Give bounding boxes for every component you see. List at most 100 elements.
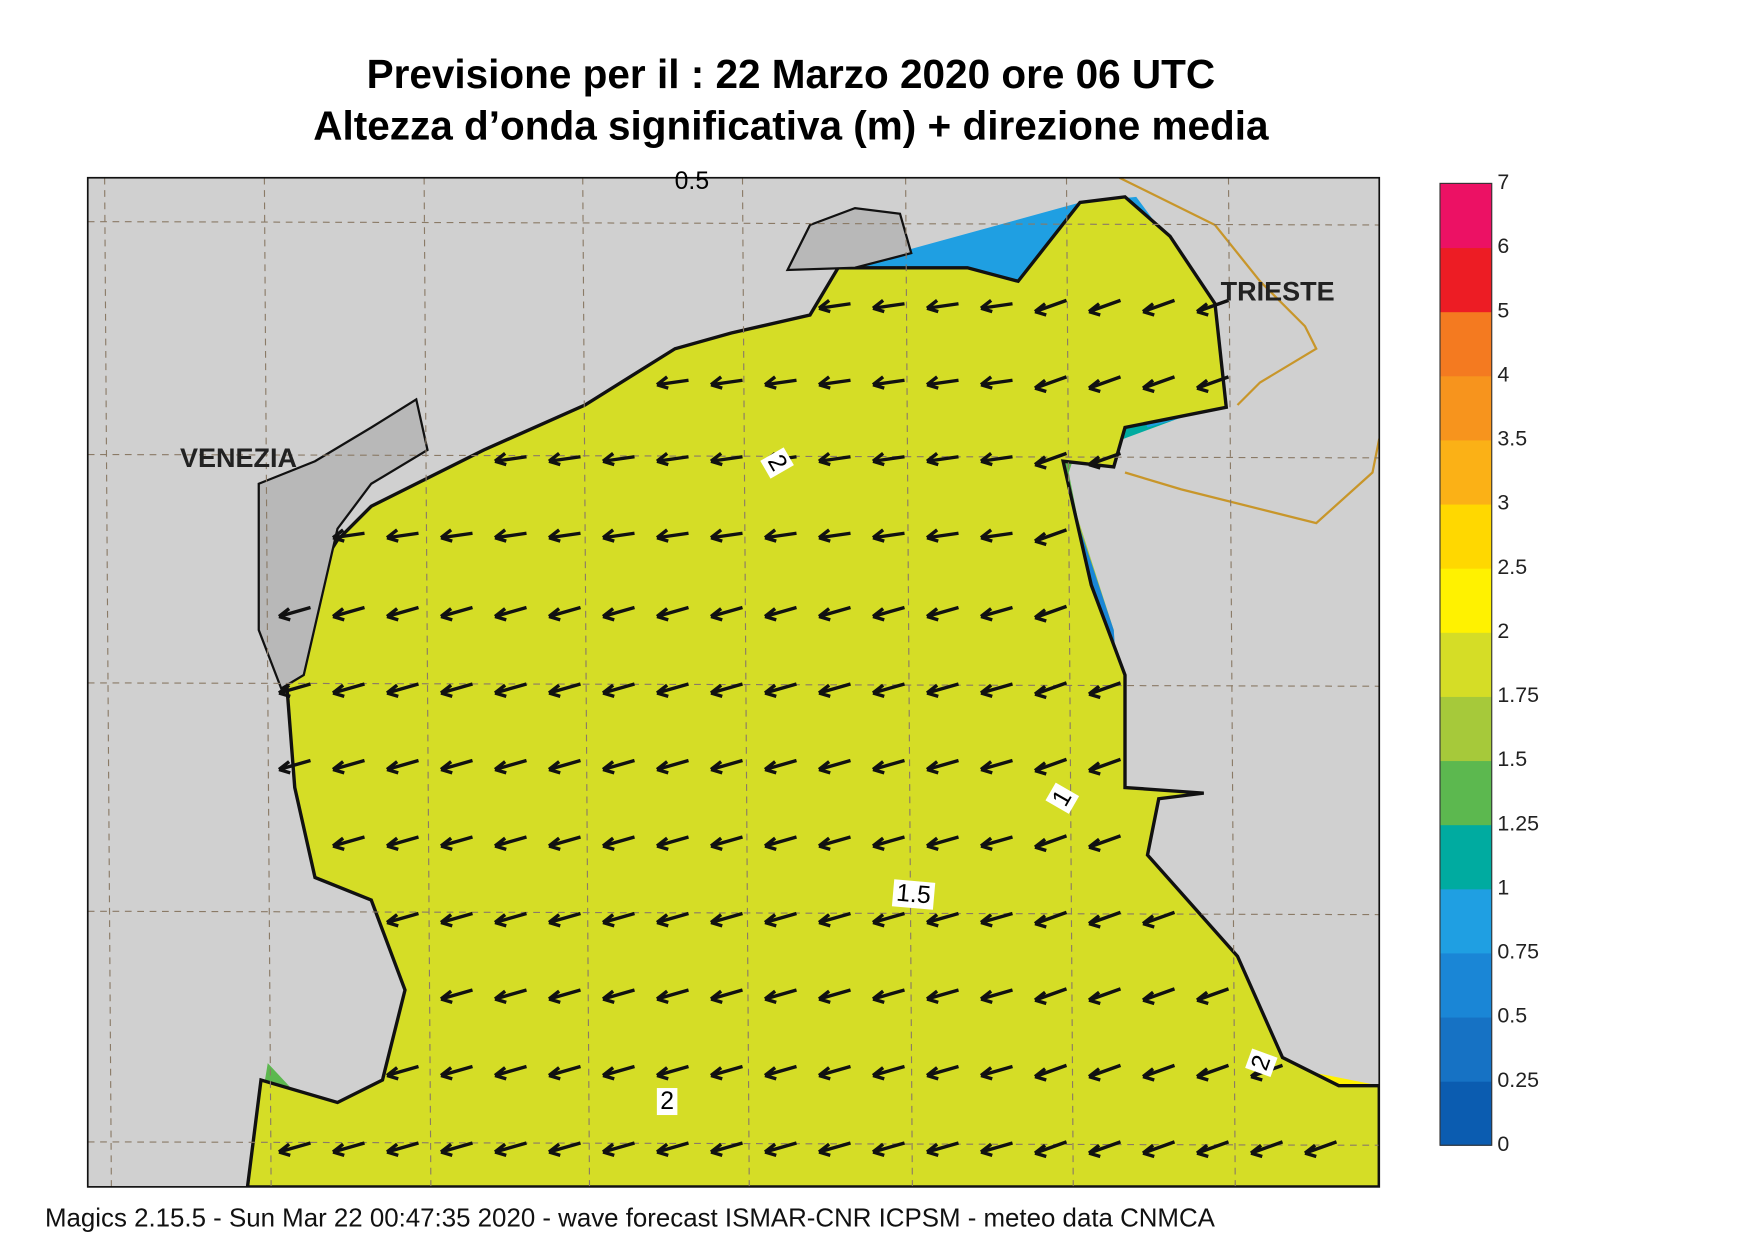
colorbar-bin [1440,311,1492,377]
arrow [979,988,1013,1004]
arrow [547,758,581,775]
contour-label-bg [656,1088,678,1116]
arrow [493,452,527,467]
arrow [601,911,635,928]
arrow [655,758,689,775]
arrow [601,682,635,698]
arrow [601,1141,635,1157]
arrow [871,605,905,622]
arrow [925,1141,959,1157]
colorbar-label: 0 [1497,1132,1509,1156]
grid-line [87,910,1380,916]
contour-label-bg [1245,1048,1278,1078]
arrow [1087,298,1122,317]
arrow [763,988,797,1004]
arrow [1087,375,1122,394]
arrow [763,1141,797,1157]
arrow [925,452,959,467]
arrow [439,682,473,698]
arrow [763,682,797,698]
colorbar-bin [1440,183,1492,249]
arrow [1087,451,1122,470]
arrow [1141,375,1176,394]
arrow [763,528,797,543]
arrow [709,528,743,543]
arrow [601,1064,635,1081]
arrow [1195,1063,1230,1082]
arrow [817,988,851,1004]
arrow [709,682,743,698]
arrow [763,911,797,928]
colorbar-label: 7 [1497,170,1509,194]
arrow [1033,298,1068,317]
arrow [331,682,365,698]
arrow [493,988,527,1004]
arrow [1033,451,1068,470]
arrow [493,911,527,928]
colorbar-bin [1440,568,1492,633]
arrow [1195,298,1230,317]
arrow [385,605,419,622]
arrow [817,452,851,467]
arrow [817,1141,851,1157]
arrow [277,1141,311,1157]
arrow [277,682,311,698]
colorbar-bin [1440,1017,1492,1082]
arrow [331,605,365,622]
arrow [871,758,905,775]
arrow [979,835,1013,851]
colorbar-label: 1.5 [1497,747,1527,771]
arrow [925,299,959,314]
arrow [1033,1140,1068,1159]
arrow [979,605,1013,622]
arrow [925,682,959,698]
colorbar-label: 3.5 [1497,427,1527,451]
colorbar-bin [1440,952,1492,1018]
arrow [979,1064,1013,1081]
arrow [871,1141,905,1157]
colorbar-bin [1440,247,1492,313]
contour-label: 1.5 [895,880,932,910]
place-label: TRIESTE [1221,276,1335,306]
colorbar-label: 1 [1497,875,1509,899]
arrow [1141,987,1176,1006]
arrow [1087,910,1122,929]
arrow [493,1141,527,1157]
contour-label-bg [1045,782,1080,814]
arrow [979,528,1013,543]
arrow [817,528,851,543]
arrow [331,1141,365,1157]
arrow [277,758,311,775]
arrow [979,452,1013,467]
arrow [817,835,851,851]
arrow [655,375,689,390]
arrow [763,1064,797,1081]
colorbar-label: 3 [1497,491,1509,515]
arrow [385,682,419,698]
lagoon [257,397,429,691]
arrow [655,835,689,851]
plot-frame [86,176,1381,1188]
graticule [87,177,1380,1187]
arrow [763,605,797,622]
arrow [493,682,527,698]
colorbar-label: 0.75 [1497,940,1539,964]
arrow [1195,987,1230,1006]
arrow [709,1064,743,1081]
footer: Magics 2.15.5 - Sun Mar 22 00:47:35 2020… [45,1204,1216,1232]
arrow [547,682,581,698]
arrow [709,758,743,775]
arrow [763,835,797,851]
arrow [1195,375,1230,394]
contour-label-bg [891,879,936,910]
arrow [655,1064,689,1081]
arrow [925,528,959,543]
arrow [385,1141,419,1157]
arrow [655,682,689,698]
arrow [1141,1063,1176,1082]
arrow [1033,834,1068,853]
arrow [547,452,581,467]
arrow [1087,834,1122,853]
arrow [709,375,743,390]
arrow [871,835,905,851]
